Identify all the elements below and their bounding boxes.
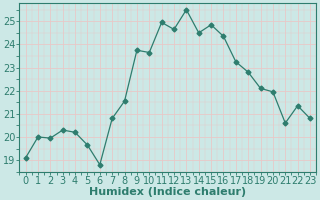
X-axis label: Humidex (Indice chaleur): Humidex (Indice chaleur) (89, 187, 246, 197)
